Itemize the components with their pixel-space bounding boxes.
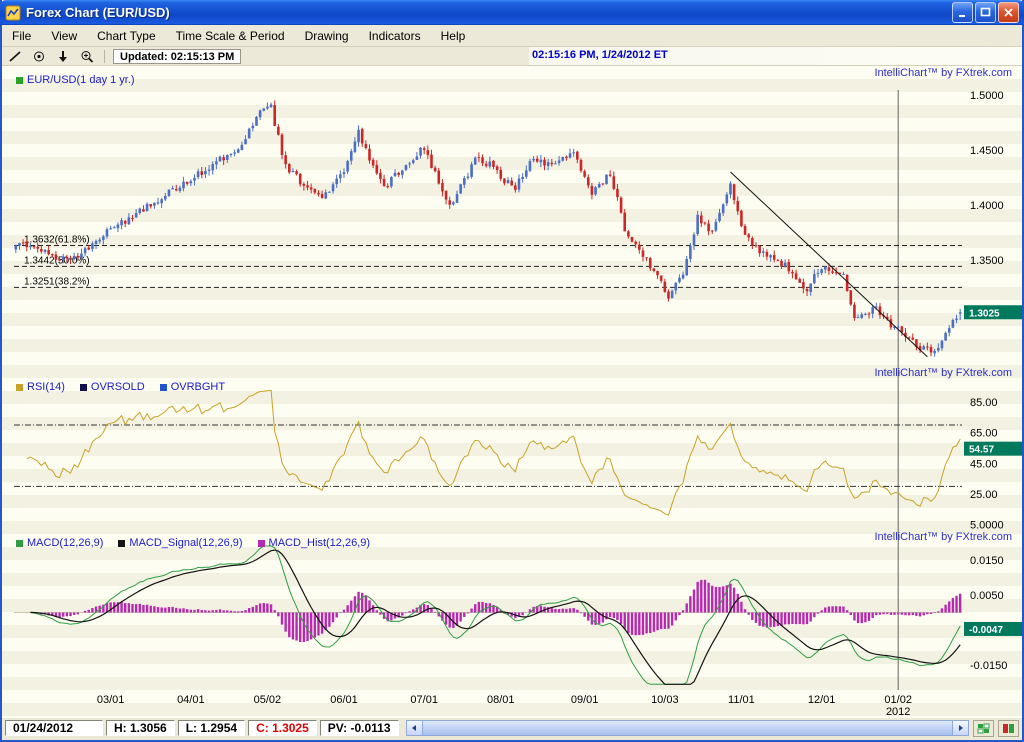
- svg-text:1.5000: 1.5000: [970, 90, 1004, 102]
- overbought-legend-label: OVRBGHT: [170, 381, 226, 393]
- svg-text:12/01: 12/01: [808, 694, 836, 706]
- horizontal-scrollbar[interactable]: [405, 720, 969, 736]
- status-bar: 01/24/2012 H: 1.3056 L: 1.2954 C: 1.3025…: [2, 718, 1022, 738]
- intellichart-watermarks: IntelliChart™ by FXtrek.com IntelliChart™…: [874, 67, 1012, 543]
- svg-text:54.57: 54.57: [969, 445, 994, 456]
- scrollbar-thumb[interactable]: [422, 720, 952, 736]
- window-title: Forex Chart (EUR/USD): [26, 5, 170, 20]
- menu-item-chart-type[interactable]: Chart Type: [97, 28, 156, 43]
- price-legend-swatch: [16, 76, 23, 84]
- svg-text:45.00: 45.00: [970, 458, 998, 470]
- macd-signal-legend-swatch: [118, 539, 126, 547]
- scroll-right-icon[interactable]: [952, 720, 969, 736]
- svg-text:IntelliChart™ by FXtrek.com: IntelliChart™ by FXtrek.com: [874, 67, 1012, 79]
- macd-legend-swatch: [16, 539, 23, 547]
- logo-icon-button[interactable]: [998, 719, 1019, 737]
- price-legend: EUR/USD(1 day 1 yr.): [16, 74, 145, 86]
- macd-signal-legend-label: MACD_Signal(12,26,9): [129, 537, 243, 549]
- high-field: H: 1.3056: [106, 720, 175, 736]
- svg-text:06/01: 06/01: [330, 694, 358, 706]
- svg-text:03/01: 03/01: [97, 694, 125, 706]
- close-field: C: 1.3025: [248, 720, 317, 736]
- svg-text:1.4500: 1.4500: [970, 145, 1004, 157]
- scroll-left-icon[interactable]: [405, 720, 423, 736]
- date-field: 01/24/2012: [5, 720, 103, 736]
- svg-text:85.00: 85.00: [970, 397, 998, 409]
- title-bar[interactable]: Forex Chart (EUR/USD): [0, 0, 1024, 25]
- svg-text:65.00: 65.00: [970, 428, 998, 440]
- updated-field: Updated: 02:15:13 PM: [113, 48, 242, 64]
- oversold-legend-label: OVRSOLD: [90, 381, 145, 393]
- svg-text:10/03: 10/03: [651, 694, 679, 706]
- menu-bar: File View Chart Type Time Scale & Period…: [2, 25, 1022, 47]
- svg-text:-0.0047: -0.0047: [969, 625, 1003, 636]
- svg-text:1.4000: 1.4000: [970, 200, 1004, 212]
- rsi-legend: RSI(14) OVRSOLD OVRBGHT: [16, 381, 235, 393]
- fibonacci-levels: 1.3632(61.8%) 1.3442(50.0%) 1.3251(38.2%): [14, 234, 962, 288]
- menu-item-help[interactable]: Help: [440, 28, 466, 43]
- svg-text:1.3025: 1.3025: [969, 308, 1000, 319]
- svg-text:11/01: 11/01: [728, 694, 755, 706]
- menu-item-file[interactable]: File: [12, 28, 32, 43]
- price-legend-label: EUR/USD(1 day 1 yr.): [27, 74, 135, 86]
- svg-text:05/02: 05/02: [254, 694, 282, 706]
- macd-hist-legend-label: MACD_Hist(12,26,9): [268, 537, 371, 549]
- candlesticks: [14, 100, 962, 357]
- menu-item-drawing[interactable]: Drawing: [304, 28, 349, 43]
- macd-hist-legend-swatch: [257, 539, 265, 547]
- macd-legend: MACD(12,26,9) MACD_Signal(12,26,9) MACD_…: [16, 537, 380, 549]
- svg-text:IntelliChart™ by FXtrek.com: IntelliChart™ by FXtrek.com: [874, 367, 1012, 379]
- toolbar-separator: [104, 49, 105, 63]
- macd-legend-label: MACD(12,26,9): [27, 537, 104, 549]
- svg-text:04/01: 04/01: [177, 694, 205, 706]
- chart-area[interactable]: 1.3632(61.8%) 1.3442(50.0%) 1.3251(38.2%) 1…: [2, 66, 1022, 718]
- x-axis-labels: 03/01 04/01 05/02 06/01 07/01 08/01 09/01 10/03…: [97, 694, 912, 718]
- menu-item-indicators[interactable]: Indicators: [368, 28, 421, 43]
- rsi-legend-swatch: [16, 383, 23, 391]
- trend-line: [730, 171, 928, 358]
- rsi-line: [26, 389, 961, 516]
- low-field: L: 1.2954: [177, 720, 246, 736]
- svg-text:1.3251(38.2%): 1.3251(38.2%): [24, 276, 90, 287]
- svg-text:25.00: 25.00: [970, 489, 998, 501]
- svg-text:-0.0150: -0.0150: [970, 660, 1007, 672]
- server-timestamp: 02:15:16 PM, 1/24/2012 ET: [532, 49, 668, 61]
- rsi-bands: [14, 424, 962, 487]
- svg-text:08/01: 08/01: [487, 694, 515, 706]
- macd-lines: [30, 545, 961, 685]
- macd-histogram: [14, 579, 962, 643]
- minimize-button[interactable]: [952, 2, 973, 23]
- svg-text:0.0050: 0.0050: [970, 590, 1004, 602]
- svg-text:07/01: 07/01: [410, 694, 438, 706]
- maximize-button[interactable]: [975, 2, 996, 23]
- svg-text:09/01: 09/01: [571, 694, 599, 706]
- layout-icon-button[interactable]: [973, 719, 994, 737]
- svg-text:0.0150: 0.0150: [970, 555, 1004, 567]
- close-button[interactable]: [998, 2, 1019, 23]
- current-value-markers: 1.3025 54.57 -0.0047: [964, 305, 1022, 636]
- svg-text:01/02: 01/02: [884, 694, 912, 706]
- menu-item-time-scale[interactable]: Time Scale & Period: [175, 28, 285, 43]
- svg-text:2012: 2012: [886, 706, 910, 718]
- svg-text:1.3500: 1.3500: [970, 255, 1004, 267]
- down-arrow-icon[interactable]: [54, 49, 72, 64]
- zoom-in-icon[interactable]: [78, 49, 96, 64]
- menu-item-view[interactable]: View: [51, 28, 78, 43]
- overbought-legend-swatch: [159, 383, 167, 391]
- svg-text:5.0000: 5.0000: [970, 520, 1004, 532]
- crosshair-icon[interactable]: [30, 49, 48, 64]
- pv-field: PV: -0.0113: [319, 720, 399, 736]
- app-icon: [5, 5, 21, 21]
- right-axis-labels: 1.5000 1.4500 1.4000 1.3500 85.00 65.00 45.00 2…: [970, 90, 1007, 672]
- toolbar: Updated: 02:15:13 PM 02:15:16 PM, 1/24/2…: [2, 47, 1022, 66]
- svg-text:1.3632(61.8%): 1.3632(61.8%): [24, 234, 90, 245]
- rsi-legend-label: RSI(14): [27, 381, 65, 393]
- oversold-legend-swatch: [79, 383, 87, 391]
- svg-text:IntelliChart™ by FXtrek.com: IntelliChart™ by FXtrek.com: [874, 531, 1012, 543]
- line-tool-icon[interactable]: [6, 49, 24, 64]
- svg-text:1.3442(50.0%): 1.3442(50.0%): [24, 255, 90, 266]
- chart-canvas[interactable]: 1.3632(61.8%)1.3442(50.0%)1.3251(38.2%)1…: [2, 66, 1024, 718]
